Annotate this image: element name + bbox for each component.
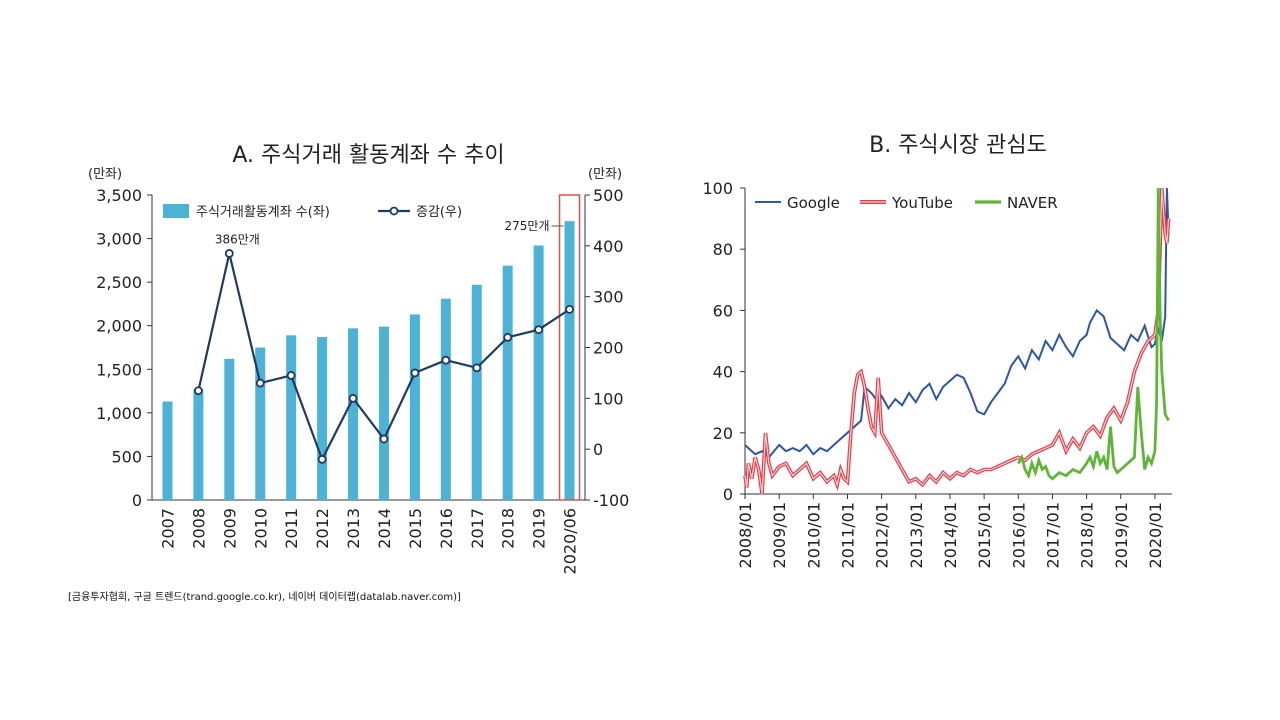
legend-bar-label: 주식거래활동계좌 수(좌) xyxy=(196,205,330,220)
chart-b-title: B. 주식시장 관심도 xyxy=(869,133,1047,158)
left-tick-label: 500 xyxy=(111,447,142,466)
bar-2008 xyxy=(193,389,204,500)
legend-line-marker xyxy=(389,206,399,216)
line-point-2009 xyxy=(224,249,234,258)
legend-google-label: Google xyxy=(787,194,840,212)
x-tick-label: 2016 xyxy=(437,508,456,549)
bar-2011 xyxy=(286,335,297,500)
b-x-tick-label: 2008/01 xyxy=(736,502,755,568)
highlight-box xyxy=(558,194,581,501)
b-y-tick-label: 80 xyxy=(713,240,733,259)
x-tick-label: 2007 xyxy=(158,508,177,549)
annotation-386: 386만개 xyxy=(215,232,260,246)
bar-2016 xyxy=(440,298,451,500)
chart-a-title: A. 주식거래 활동계좌 수 추이 xyxy=(232,143,504,168)
x-tick-label: 2012 xyxy=(313,508,332,549)
right-tick-label: 300 xyxy=(593,288,624,307)
bar-2012 xyxy=(317,337,328,500)
line-point-2012 xyxy=(317,454,327,464)
bar-2013 xyxy=(348,328,359,500)
x-tick-label: 2015 xyxy=(406,508,425,549)
x-tick-label: 2017 xyxy=(468,508,487,549)
source-note: [금융투자협회, 구글 트렌드(trand.google.co.kr), 네이버… xyxy=(68,592,461,603)
b-x-tick-label: 2015/01 xyxy=(975,502,994,568)
x-tick-label: 2013 xyxy=(344,508,363,549)
bar-2010 xyxy=(255,347,266,500)
x-tick-label: 2008 xyxy=(189,508,208,549)
x-tick-label: 2020/06 xyxy=(561,508,580,574)
right-tick-label: 400 xyxy=(593,237,624,256)
b-y-tick-label: 40 xyxy=(713,363,733,382)
b-x-tick-label: 2020/01 xyxy=(1146,502,1165,568)
x-tick-label: 2010 xyxy=(251,508,270,549)
line-point-2010 xyxy=(255,378,265,388)
legend-naver-label: NAVER xyxy=(1007,194,1058,212)
bar-2009 xyxy=(224,358,235,500)
line-point-2015 xyxy=(410,368,420,378)
annotation-275: 275만개 xyxy=(505,219,550,233)
series-naver xyxy=(1017,187,1170,481)
b-x-tick-label: 2011/01 xyxy=(838,502,857,568)
right-tick-label: 0 xyxy=(593,440,603,459)
right-axis-unit: (만좌) xyxy=(588,167,622,182)
series-google xyxy=(744,187,1170,459)
b-y-tick-label: 20 xyxy=(713,424,733,443)
left-tick-label: 2,500 xyxy=(96,273,142,292)
b-x-tick-label: 2019/01 xyxy=(1112,502,1131,568)
b-x-tick-label: 2010/01 xyxy=(804,502,823,568)
left-tick-label: 3,500 xyxy=(96,186,142,205)
b-x-tick-label: 2017/01 xyxy=(1043,502,1062,568)
left-tick-label: 1,500 xyxy=(96,360,142,379)
bar-2020/06 xyxy=(564,221,575,500)
line-point-2011 xyxy=(286,371,296,380)
bar-2018 xyxy=(502,265,513,500)
chart-a: A. 주식거래 활동계좌 수 추이 (만좌) (만좌) 3,500 3,000 2,500… xyxy=(88,143,629,574)
x-tick-label: 2014 xyxy=(375,508,394,549)
line-point-2017 xyxy=(472,363,482,373)
b-x-tick-label: 2013/01 xyxy=(907,502,926,568)
left-tick-label: 1,000 xyxy=(96,404,142,423)
line-point-2019 xyxy=(534,325,544,335)
line-point-2008 xyxy=(193,386,203,396)
left-tick-label: 2,000 xyxy=(96,317,142,336)
bar-2019 xyxy=(533,245,544,500)
legend-bar-swatch xyxy=(163,204,189,218)
line-point-2013 xyxy=(348,393,358,403)
right-tick-label: -100 xyxy=(593,491,629,510)
b-x-tick-label: 2009/01 xyxy=(770,502,789,568)
x-tick-label: 2019 xyxy=(530,508,549,549)
b-x-tick-label: 2018/01 xyxy=(1078,502,1097,568)
b-x-tick-label: 2012/01 xyxy=(873,502,892,568)
x-tick-label: 2011 xyxy=(282,508,301,549)
b-x-tick-label: 2014/01 xyxy=(941,502,960,568)
legend-youtube-label: YouTube xyxy=(891,194,953,212)
line-point-2014 xyxy=(379,434,389,444)
bar-2007 xyxy=(162,401,173,500)
bar-2014 xyxy=(378,326,389,500)
bar-2015 xyxy=(409,314,420,500)
b-x-tick-label: 2016/01 xyxy=(1009,502,1028,568)
line-point-2020/06 xyxy=(565,304,574,314)
right-tick-label: 500 xyxy=(593,186,624,205)
left-axis-unit: (만좌) xyxy=(88,167,122,182)
x-tick-label: 2018 xyxy=(499,508,518,549)
line-point-2018 xyxy=(503,332,513,342)
series-youtube-inner xyxy=(744,187,1170,495)
bar-2017 xyxy=(471,284,482,500)
right-tick-label: 100 xyxy=(593,389,624,408)
b-y-tick-label: 0 xyxy=(723,485,733,504)
left-tick-label: 0 xyxy=(132,491,142,510)
b-y-tick-label: 60 xyxy=(713,301,733,320)
x-tick-label: 2009 xyxy=(220,508,239,549)
legend-line-label: 증감(우) xyxy=(416,205,462,220)
left-tick-label: 3,000 xyxy=(96,230,142,249)
line-point-2016 xyxy=(441,355,451,365)
right-tick-label: 200 xyxy=(593,339,624,358)
b-y-tick-label: 100 xyxy=(702,179,733,198)
